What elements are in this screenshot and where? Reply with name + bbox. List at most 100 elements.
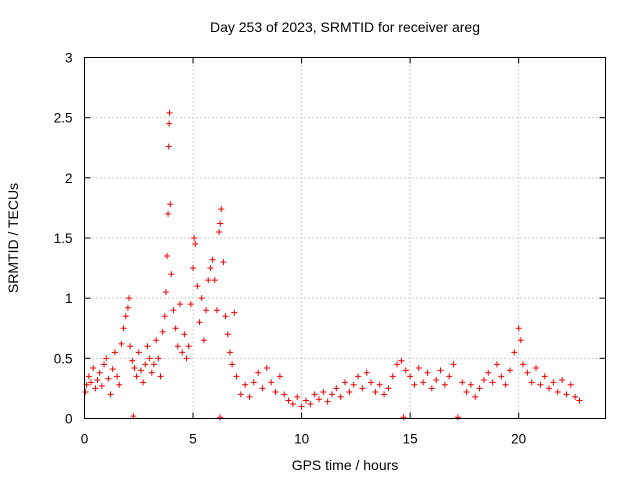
data-point (554, 389, 561, 396)
data-point (298, 403, 305, 410)
tick-labels: 0 0.5 1 1.5 2 2.5 3 0 5 10 15 20 (54, 51, 526, 447)
data-point (285, 397, 292, 404)
data-point (181, 331, 188, 338)
data-point (205, 277, 212, 284)
data-point (337, 393, 344, 400)
data-point (120, 325, 127, 332)
data-point (105, 375, 112, 382)
data-point (96, 369, 103, 376)
data-point (103, 355, 110, 362)
data-point (163, 253, 170, 260)
data-point (359, 385, 366, 392)
data-point (281, 391, 288, 398)
grid-lines (84, 57, 606, 419)
data-point (546, 385, 553, 392)
data-point (229, 361, 236, 368)
data-point (533, 364, 540, 371)
data-point (101, 361, 108, 368)
data-point (476, 385, 483, 392)
data-point (126, 295, 133, 302)
data-point (107, 391, 114, 398)
data-point (174, 343, 181, 350)
data-point (92, 385, 99, 392)
data-point (142, 361, 149, 368)
data-point (144, 343, 151, 350)
data-point (541, 373, 548, 380)
data-point (311, 391, 318, 398)
data-point (140, 379, 147, 386)
data-point (209, 256, 216, 263)
data-point (148, 369, 155, 376)
data-point (420, 379, 427, 386)
data-point (194, 283, 201, 290)
data-point (220, 259, 227, 266)
data-point (168, 271, 175, 278)
data-point (528, 379, 535, 386)
data-point (150, 361, 157, 368)
data-point (463, 389, 470, 396)
data-point (350, 381, 357, 388)
data-point (511, 349, 518, 356)
data-point (129, 357, 136, 364)
y-tick-label: 1 (65, 291, 73, 306)
data-point (172, 325, 179, 332)
data-point (537, 381, 544, 388)
data-point (255, 369, 262, 376)
data-point (263, 364, 270, 371)
data-point (114, 373, 121, 380)
data-point (224, 331, 231, 338)
data-point (196, 319, 203, 326)
data-point (207, 265, 214, 272)
data-point (302, 397, 309, 404)
x-axis-title: GPS time / hours (292, 457, 399, 473)
data-point (480, 376, 487, 383)
data-point (237, 391, 244, 398)
data-point (567, 381, 574, 388)
data-point (90, 364, 97, 371)
y-tick-label: 2 (65, 171, 73, 186)
data-point (162, 289, 169, 296)
data-point (191, 235, 198, 241)
data-point (131, 364, 138, 371)
data-point (226, 349, 233, 356)
data-point (116, 381, 123, 388)
data-point (259, 385, 266, 392)
data-point (389, 373, 396, 380)
data-point (411, 381, 418, 388)
data-point (222, 313, 229, 320)
data-point (124, 304, 131, 311)
plot-frame (84, 57, 606, 419)
data-point (563, 391, 570, 398)
data-point (118, 340, 125, 347)
data-point (198, 295, 205, 302)
data-point (381, 391, 388, 398)
data-point (550, 379, 557, 386)
data-point (342, 379, 348, 386)
data-point (424, 369, 431, 376)
data-point (289, 401, 296, 408)
data-point (402, 367, 409, 374)
x-tick-label: 0 (81, 432, 89, 447)
data-point (250, 379, 257, 386)
y-tick-label: 0 (65, 412, 73, 427)
data-point (433, 376, 440, 383)
data-point (137, 367, 144, 374)
chart-title: Day 253 of 2023, SRMTID for receiver are… (210, 19, 480, 35)
data-point (400, 414, 407, 421)
data-point (376, 381, 383, 388)
y-tick-label: 1.5 (54, 231, 73, 246)
data-point (231, 309, 238, 316)
data-point (437, 367, 444, 374)
data-point (213, 307, 220, 314)
data-point (135, 349, 142, 356)
data-point (459, 379, 466, 386)
x-tick-label: 10 (294, 432, 309, 447)
data-point (157, 373, 164, 380)
data-point (385, 385, 392, 392)
data-point (517, 337, 524, 344)
data-point (441, 381, 448, 388)
data-point (82, 389, 89, 396)
data-point (88, 379, 95, 386)
data-point (489, 379, 496, 386)
